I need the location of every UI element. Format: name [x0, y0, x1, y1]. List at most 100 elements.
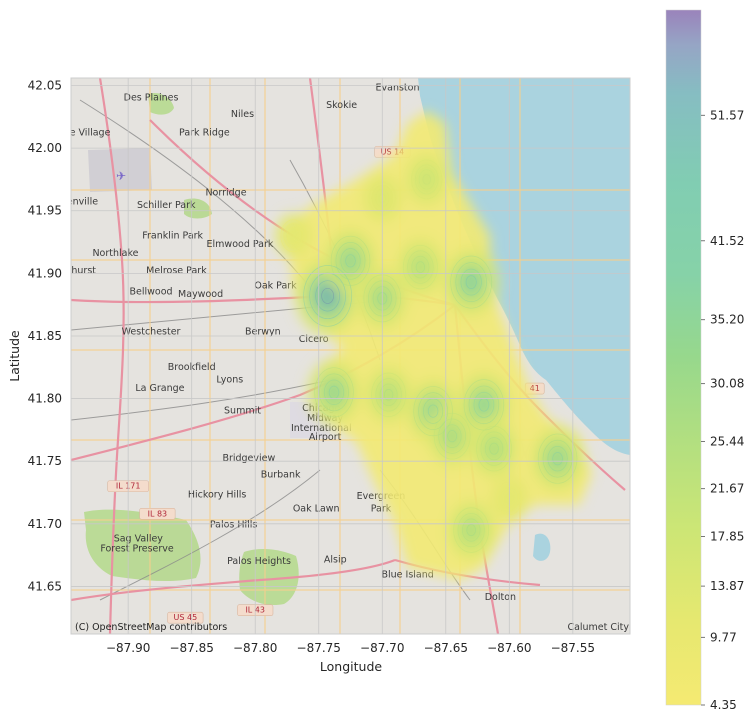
- kde-contour: [547, 446, 568, 472]
- kde-contour: [480, 431, 508, 466]
- place-label: Hickory Hills: [188, 490, 247, 501]
- place-label: Sag Valley: [114, 533, 164, 544]
- place-label: e Village: [70, 128, 111, 139]
- route-shield: [167, 611, 204, 624]
- kde-contour: [335, 241, 366, 280]
- kde-contour: [371, 372, 407, 417]
- map-labels: Des Plaines Evanston Niles Skokie Park Ridge…: [67, 83, 629, 634]
- kde-contour: [476, 425, 512, 472]
- kde-contour: [465, 275, 477, 289]
- y-axis-title: Latitude: [7, 330, 22, 382]
- kde-contour: [447, 430, 457, 443]
- kde-contour: [283, 223, 304, 249]
- place-label: La Grange: [135, 383, 184, 394]
- kde-hotspot: [485, 439, 503, 459]
- place-label: Maywood: [178, 289, 223, 300]
- place-label: Westchester: [122, 327, 181, 338]
- colorbar-tick-label: 35.20: [710, 313, 744, 327]
- x-tick-label: −87.65: [424, 641, 468, 655]
- y-tick-label: 41.90: [28, 266, 62, 280]
- kde-contour: [379, 383, 398, 407]
- kde-contour: [537, 433, 578, 484]
- kde-contour: [466, 524, 476, 537]
- place-label: Burbank: [261, 469, 301, 480]
- place-label: Park: [371, 503, 392, 514]
- colorbar-tick-label: 30.08: [710, 377, 744, 391]
- place-label: Berwyn: [245, 327, 281, 338]
- kde-hotspot: [443, 426, 461, 446]
- kde-contour: [442, 424, 462, 448]
- kde-contour: [484, 437, 504, 461]
- kde-hotspot: [418, 170, 435, 189]
- kde-contour: [402, 244, 438, 290]
- place-label: Dolton: [485, 592, 516, 603]
- kde-hotspot: [341, 250, 360, 271]
- colorbar-tick-label: 17.85: [710, 529, 744, 543]
- place-label: Elmwood Park: [207, 239, 274, 250]
- colorbar-tick-label: 4.35: [710, 698, 737, 712]
- colorbar-tick-label: 51.57: [710, 108, 744, 122]
- kde-contour: [542, 439, 573, 478]
- kde-contour: [414, 164, 439, 195]
- place-label: Palos Hills: [210, 520, 258, 531]
- kde-contour: [453, 507, 490, 553]
- place-label: Northlake: [92, 248, 138, 259]
- kde-contour: [319, 373, 349, 412]
- place-label: Lyons: [216, 374, 243, 385]
- place-label: Des Plaines: [124, 93, 179, 104]
- kde-hotspot: [380, 385, 397, 405]
- kde-contour: [438, 418, 467, 454]
- lake-calumet: [533, 533, 551, 561]
- kde-contour: [450, 255, 493, 309]
- kde-contour: [289, 231, 297, 241]
- place-label: Airport: [309, 432, 342, 443]
- kde-contour: [286, 227, 300, 245]
- x-tick-label: −87.85: [169, 641, 213, 655]
- route-shield-label: IL 83: [148, 509, 168, 518]
- y-axis-ticks: 41.65 41.70 41.75 41.80 41.85 41.90 41.95 42.00…: [28, 79, 62, 594]
- kde-contour: [552, 452, 563, 466]
- place-label: Franklin Park: [142, 230, 203, 241]
- colorbar-tick-label: 21.67: [710, 482, 744, 496]
- kde-contour: [330, 235, 371, 286]
- x-tick-label: −87.60: [487, 641, 531, 655]
- route-shield-label: US 45: [174, 613, 198, 622]
- kde-hotspot: [462, 520, 480, 540]
- map-attribution: (C) OpenStreetMap contributors: [75, 622, 227, 633]
- place-label: Calumet City: [567, 622, 629, 633]
- kde-contour: [383, 389, 394, 401]
- kde-hotspot: [462, 271, 481, 293]
- colorbar-tick-label: 41.52: [710, 234, 744, 248]
- kde-contour: [422, 174, 431, 185]
- kde-contour: [315, 280, 340, 312]
- kde-contour: [473, 391, 495, 418]
- kde-contour: [321, 287, 334, 304]
- y-tick-label: 41.65: [28, 579, 62, 593]
- route-shield-label: 41: [530, 384, 540, 393]
- x-axis-title: Longitude: [320, 659, 382, 674]
- kde-contour: [323, 379, 345, 405]
- place-label: enville: [67, 196, 98, 207]
- kde-hotspot: [474, 394, 493, 416]
- place-label: Schiller Park: [137, 200, 196, 211]
- place-label: Summit: [224, 406, 261, 417]
- place-label: Evanston: [376, 83, 420, 94]
- lake-michigan: [418, 78, 630, 455]
- colorbar: 4.35 9.77 13.87 17.85 21.67 25.44 30.08 35.20 41…: [665, 9, 744, 712]
- x-tick-label: −87.80: [233, 641, 277, 655]
- x-tick-label: −87.70: [360, 641, 404, 655]
- kde-hotspot: [317, 284, 338, 308]
- place-label: Melrose Park: [146, 265, 207, 276]
- kde-contour: [457, 512, 485, 548]
- place-label: Alsip: [324, 555, 347, 566]
- place-label: Skokie: [326, 100, 357, 111]
- gridlines: [71, 78, 630, 634]
- colorbar-tick-label: 9.77: [710, 630, 737, 644]
- kde-contour: [411, 255, 430, 279]
- y-tick-label: 42.05: [28, 79, 62, 93]
- kde-contour: [345, 254, 356, 268]
- kde-contour: [468, 385, 500, 425]
